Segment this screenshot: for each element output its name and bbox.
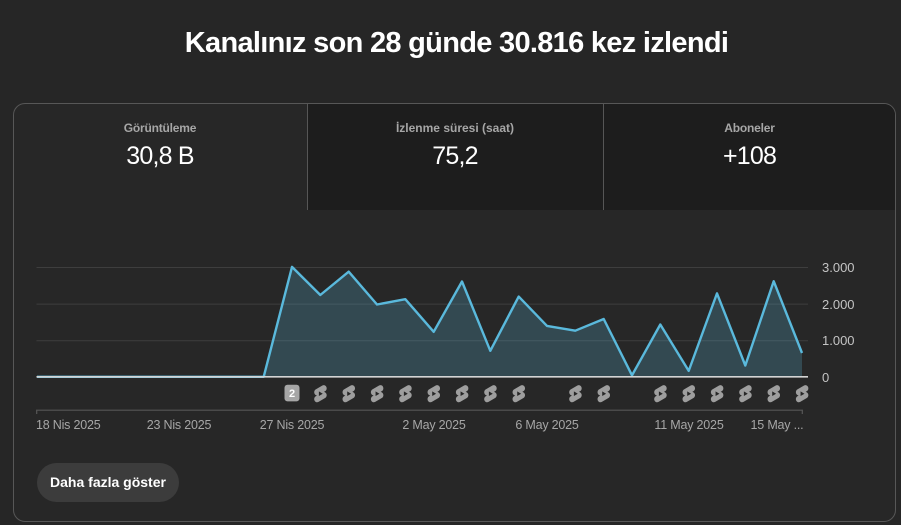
- svg-text:2: 2: [289, 388, 295, 400]
